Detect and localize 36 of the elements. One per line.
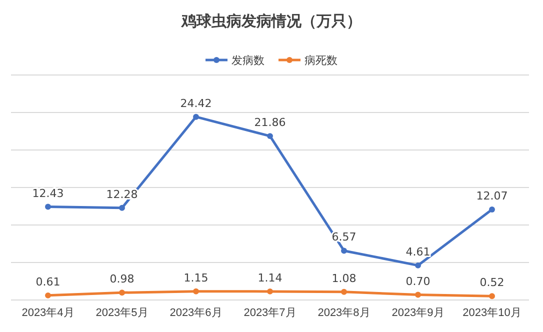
- data-label: 1.08: [332, 272, 356, 285]
- point: [267, 133, 273, 140]
- point: [489, 293, 495, 300]
- point: [415, 262, 421, 268]
- data-label: 0.61: [36, 275, 60, 288]
- x-tick-label: 2023年7月: [244, 307, 296, 320]
- point: [415, 292, 421, 298]
- point: [45, 292, 51, 298]
- data-label: 24.42: [180, 96, 212, 110]
- chart-title: 鸡球虫病发病情况（万只）: [180, 12, 362, 30]
- x-tick-label: 2023年8月: [318, 307, 370, 320]
- x-tick-label: 2023年10月: [462, 307, 522, 320]
- data-label: 1.15: [184, 271, 208, 284]
- data-label: 0.52: [480, 276, 504, 290]
- point: [193, 114, 199, 120]
- point: [193, 288, 199, 294]
- point: [267, 288, 273, 294]
- point: [489, 206, 495, 212]
- legend-label: 病死数: [304, 54, 338, 67]
- point: [45, 204, 51, 210]
- x-tick-label: 2023年5月: [96, 307, 148, 320]
- point: [341, 288, 347, 295]
- point: [119, 290, 125, 296]
- data-label: 0.70: [406, 274, 430, 288]
- data-label: 12.07: [476, 189, 508, 202]
- data-label: 21.86: [254, 116, 286, 130]
- x-tick-label: 2023年9月: [392, 307, 444, 320]
- x-tick-label: 2023年4月: [22, 307, 74, 320]
- point: [341, 248, 347, 254]
- point: [119, 204, 125, 211]
- data-label: 1.14: [258, 271, 282, 284]
- data-label: 12.43: [32, 186, 64, 200]
- data-label: 0.98: [110, 272, 134, 286]
- data-label: 4.61: [406, 245, 430, 258]
- x-tick-label: 2023年6月: [170, 307, 222, 320]
- legend-label: 发病数: [232, 54, 264, 67]
